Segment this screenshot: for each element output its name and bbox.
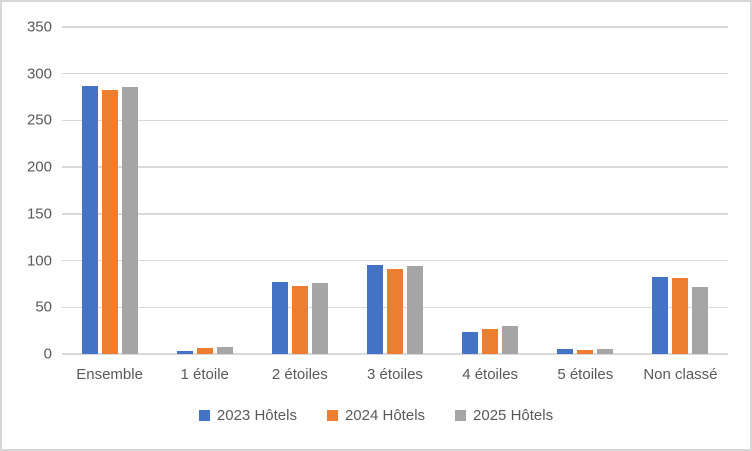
y-axis-tick-label: 250 <box>26 111 52 129</box>
x-axis-category-label: 5 étoiles <box>557 366 614 383</box>
y-axis-tick-label: 0 <box>43 345 52 363</box>
x-axis-category-label: 1 étoile <box>180 366 229 383</box>
legend-item: 2025 Hôtels <box>455 407 553 424</box>
bar-2023-hôtels <box>81 85 98 354</box>
gridline <box>62 353 728 355</box>
bar-2025-hôtels <box>597 349 614 354</box>
bar-2025-hôtels <box>406 266 423 354</box>
bar-2024-hôtels <box>196 348 213 354</box>
bar-group <box>157 27 252 354</box>
bar-group <box>443 27 538 354</box>
legend-label: 2024 Hôtels <box>344 407 426 424</box>
legend-item: 2023 Hôtels <box>198 407 297 424</box>
bar-2024-hôtels <box>672 278 689 354</box>
legend: 2023 Hôtels 2024 Hôtels 2025 Hôtels <box>2 407 750 424</box>
x-axis-category-label: Non classé <box>643 366 718 383</box>
bar-2023-hôtels <box>176 351 193 354</box>
legend-swatch-icon <box>326 410 338 421</box>
legend-swatch-icon <box>455 410 467 421</box>
gridline <box>62 26 728 28</box>
bar-2025-hôtels <box>692 286 709 354</box>
bar-2023-hôtels <box>462 331 479 354</box>
gridline <box>62 119 728 122</box>
y-axis-tick-label: 100 <box>26 252 52 270</box>
bar-groups <box>62 27 728 354</box>
bar-group <box>252 27 347 354</box>
bar-2024-hôtels <box>101 89 118 354</box>
legend-label: 2023 Hôtels <box>216 407 297 424</box>
y-axis-tick-label: 150 <box>26 205 52 223</box>
bar-2023-hôtels <box>271 282 288 354</box>
y-axis-tick-label: 50 <box>35 298 52 316</box>
bar-2023-hôtels <box>366 265 383 354</box>
bar-2024-hôtels <box>577 350 594 354</box>
bar-group <box>633 27 728 354</box>
bar-group <box>347 27 442 354</box>
bar-2024-hôtels <box>386 268 403 354</box>
bar-2025-hôtels <box>121 86 138 354</box>
bar-2025-hôtels <box>502 325 519 354</box>
gridline <box>62 72 728 75</box>
x-axis-category-label: 2 étoiles <box>271 366 328 383</box>
legend-item: 2024 Hôtels <box>326 407 426 424</box>
y-axis: 0 50 100 150 200 250 300 350 <box>2 2 52 449</box>
y-axis-tick-label: 300 <box>26 65 52 83</box>
x-axis-category-label: 3 étoiles <box>367 366 423 383</box>
legend-swatch-icon <box>198 410 210 421</box>
plot-area <box>62 26 728 355</box>
bar-2025-hôtels <box>216 346 233 354</box>
gridline <box>62 166 728 168</box>
x-axis: Ensemble 1 étoile 2 étoiles 3 étoiles 4 étoi… <box>62 366 728 383</box>
legend-label: 2025 Hôtels <box>473 407 554 424</box>
x-axis-category-label: Ensemble <box>76 366 143 383</box>
bar-2024-hôtels <box>291 285 308 354</box>
y-axis-tick-label: 350 <box>26 18 52 36</box>
bar-2023-hôtels <box>557 349 574 354</box>
bar-2023-hôtels <box>652 277 669 354</box>
bar-2024-hôtels <box>482 328 499 354</box>
gridline <box>62 259 728 262</box>
y-axis-tick-label: 200 <box>26 158 52 176</box>
x-axis-category-label: 4 étoiles <box>462 366 519 383</box>
bar-group <box>62 27 157 354</box>
bar-group <box>538 27 633 354</box>
gridline <box>62 213 728 215</box>
bar-2025-hôtels <box>311 283 328 354</box>
